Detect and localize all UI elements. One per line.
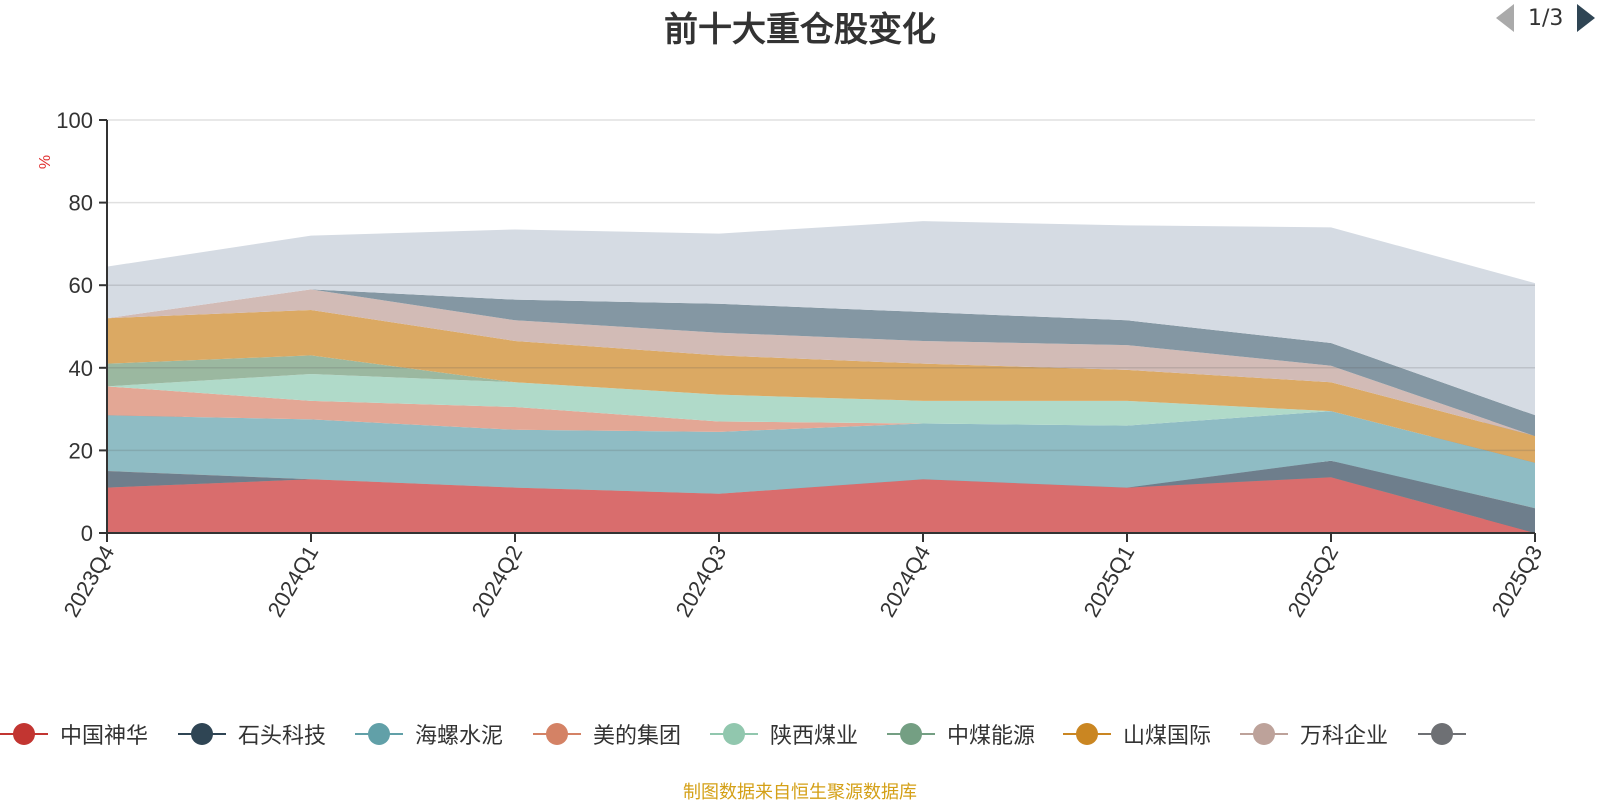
legend-marker-icon	[1418, 716, 1466, 752]
legend-item[interactable]: 陕西煤业	[710, 716, 858, 752]
area-series-9	[107, 289, 1535, 436]
x-tick-label: 2024Q4	[875, 541, 936, 621]
x-tick-label: 2024Q3	[671, 541, 732, 621]
grid-layer	[107, 119, 1535, 534]
legend-marker-icon	[710, 716, 758, 752]
legend-marker-icon	[1063, 716, 1111, 752]
legend-marker-icon	[887, 716, 935, 752]
x-tick-label: 2025Q3	[1487, 541, 1548, 621]
legend-dot-icon	[13, 723, 35, 745]
legend-dot-icon	[900, 723, 922, 745]
legend-item[interactable]: 中国神华	[0, 716, 148, 752]
legend-marker-icon	[533, 716, 581, 752]
y-tick-label: 0	[81, 521, 93, 546]
legend-label: 石头科技	[238, 724, 327, 749]
legend-page-indicator: 1/3	[1528, 5, 1564, 31]
source-note: 制图数据来自恒生聚源数据库	[683, 782, 917, 803]
area-series-4	[107, 386, 1535, 463]
chart-title: 前十大重仓股变化	[664, 10, 936, 50]
y-tick-label: 100	[56, 108, 93, 133]
legend-item[interactable]	[1418, 716, 1478, 752]
y-tick-label: 40	[69, 356, 93, 381]
area-series-5	[107, 373, 1535, 463]
legend-label: 万科企业	[1300, 724, 1389, 749]
legend: 中国神华 石头科技 海螺水泥 美的集团 陕西煤业 中煤能源 山煤国际 万科企业	[0, 716, 1600, 752]
area-series-3	[107, 411, 1535, 509]
area-series-6	[107, 355, 1535, 463]
y-tick-label: 20	[69, 438, 93, 463]
legend-marker-icon	[0, 716, 48, 752]
legend-label: 中国神华	[60, 724, 149, 749]
legend-item[interactable]: 美的集团	[533, 716, 681, 752]
x-tick-label: 2025Q2	[1283, 541, 1344, 621]
legend-label: 陕西煤业	[770, 724, 859, 749]
legend-marker-icon	[1240, 716, 1288, 752]
y-tick-label: 60	[69, 273, 93, 298]
upper-area-layer	[107, 221, 1535, 533]
legend-dot-icon	[723, 723, 745, 745]
legend-item[interactable]: 石头科技	[178, 716, 326, 752]
legend-dot-icon	[546, 723, 568, 745]
area-series-10	[107, 221, 1535, 416]
legend-dot-icon	[1431, 723, 1453, 745]
legend-marker-icon	[178, 716, 226, 752]
legend-label: 海螺水泥	[415, 724, 504, 749]
legend-dot-icon	[368, 723, 390, 745]
legend-pager: 1/3	[1496, 0, 1596, 36]
legend-dot-icon	[1076, 723, 1098, 745]
legend-dot-icon	[1253, 723, 1275, 745]
legend-item[interactable]: 山煤国际	[1063, 716, 1211, 752]
legend-label: 山煤国际	[1123, 724, 1212, 749]
legend-next-arrow-icon[interactable]	[1577, 4, 1596, 32]
area-series-7	[107, 309, 1535, 463]
legend-prev-arrow-icon[interactable]	[1496, 4, 1514, 32]
legend-label: 中煤能源	[947, 724, 1036, 749]
legend-marker-icon	[355, 716, 403, 752]
legend-item[interactable]: 万科企业	[1240, 716, 1388, 752]
legend-item[interactable]: 海螺水泥	[355, 716, 503, 752]
x-tick-label: 2025Q1	[1079, 541, 1140, 621]
area-series-8	[107, 289, 1535, 436]
area-series-1	[107, 477, 1535, 533]
x-tick-label: 2023Q4	[59, 541, 120, 621]
legend-label: 美的集团	[593, 724, 682, 749]
x-tick-label: 2024Q2	[467, 541, 528, 621]
legend-item[interactable]: 中煤能源	[887, 716, 1035, 752]
legend-dot-icon	[191, 723, 213, 745]
y-axis-label: %	[37, 155, 54, 169]
y-tick-label: 80	[69, 191, 93, 216]
stacked-area-chart: 0 20 40 60 80 100 2023Q4 2024Q1 2024Q2 2024Q3 2024…	[37, 108, 1548, 621]
x-tick-label: 2024Q1	[263, 541, 324, 621]
